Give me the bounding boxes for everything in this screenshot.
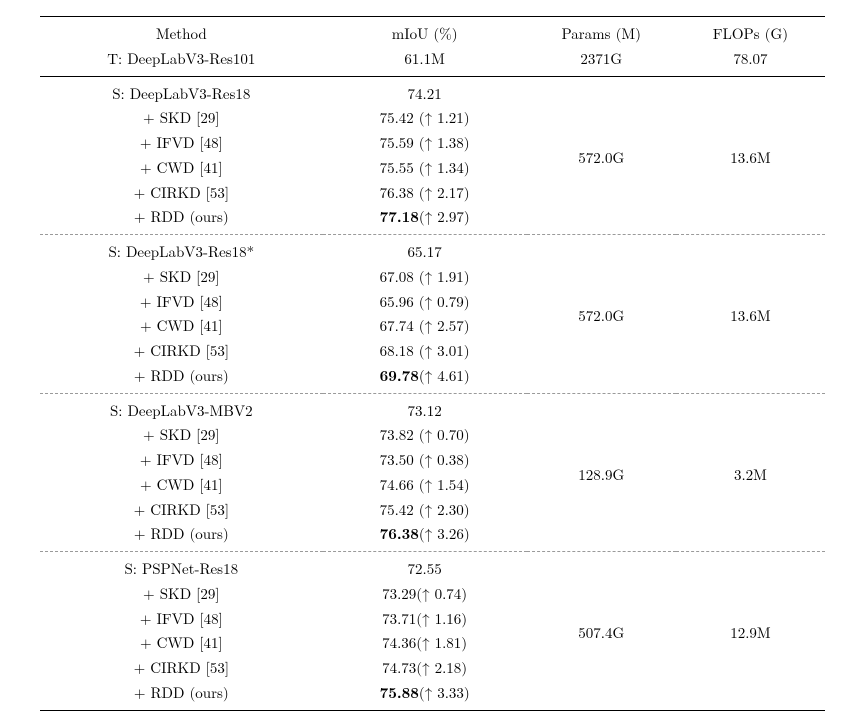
miou-value: 73.12 (323, 393, 527, 423)
method-label: + RDD (ours) (40, 522, 323, 552)
table-row: S: DeepLabV3-Res18*65.17572.0G13.6M (40, 235, 825, 265)
miou-value: 75.88(↑ 3.33) (323, 680, 527, 710)
miou-value: 76.38(↑ 3.26) (323, 522, 527, 552)
results-table-container: Method mIoU (%) Params (M) FLOPs (G) T: … (0, 0, 865, 631)
results-table: Method mIoU (%) Params (M) FLOPs (G) T: … (40, 16, 825, 711)
method-label: + RDD (ours) (40, 205, 323, 235)
method-label: + IFVD [48] (40, 448, 323, 473)
col-miou-header: mIoU (%) (323, 17, 527, 47)
miou-value: 73.71(↑ 1.16) (323, 606, 527, 631)
miou-value: 75.59 (↑ 1.38) (323, 131, 527, 156)
method-label: S: PSPNet-Res18 (40, 552, 323, 582)
method-label: + CWD [41] (40, 631, 323, 656)
miou-bold: 69.78 (380, 365, 419, 386)
col-params-header: Params (M) (527, 17, 676, 47)
miou-bold: 75.88 (380, 682, 419, 703)
flops-value: 3.2M (676, 393, 825, 552)
miou-value: 73.29(↑ 0.74) (323, 581, 527, 606)
method-label: S: DeepLabV3-MBV2 (40, 393, 323, 423)
miou-value: 72.55 (323, 552, 527, 582)
params-value: 572.0G (527, 76, 676, 235)
method-label: + CWD [41] (40, 155, 323, 180)
flops-value: 13.6M (676, 76, 825, 235)
results-body: S: DeepLabV3-Res1874.21572.0G13.6M+ SKD … (40, 76, 825, 710)
method-label: + SKD [29] (40, 581, 323, 606)
method-label: + CWD [41] (40, 314, 323, 339)
method-label: + CIRKD [53] (40, 339, 323, 364)
miou-value: 67.08 (↑ 1.91) (323, 264, 527, 289)
miou-value: 74.66 (↑ 1.54) (323, 472, 527, 497)
method-label: + SKD [29] (40, 264, 323, 289)
miou-value: 77.18(↑ 2.97) (323, 205, 527, 235)
miou-value: 67.74 (↑ 2.57) (323, 314, 527, 339)
params-value: 128.9G (527, 393, 676, 552)
miou-value: 73.50 (↑ 0.38) (323, 448, 527, 473)
teacher-flops: 78.07 (676, 46, 825, 76)
miou-value: 75.42 (↑ 2.30) (323, 497, 527, 522)
miou-value: 69.78(↑ 4.61) (323, 363, 527, 393)
miou-value: 74.36(↑ 1.81) (323, 631, 527, 656)
table-row: S: DeepLabV3-Res1874.21572.0G13.6M (40, 76, 825, 106)
method-label: + IFVD [48] (40, 131, 323, 156)
miou-value: 75.55 (↑ 1.34) (323, 155, 527, 180)
method-label: + CIRKD [53] (40, 497, 323, 522)
teacher-params: 2371G (527, 46, 676, 76)
miou-value: 73.82 (↑ 0.70) (323, 423, 527, 448)
method-label: S: DeepLabV3-Res18* (40, 235, 323, 265)
miou-value: 74.73(↑ 2.18) (323, 656, 527, 681)
method-label: + IFVD [48] (40, 606, 323, 631)
method-label: S: DeepLabV3-Res18 (40, 76, 323, 106)
col-flops-header: FLOPs (G) (676, 17, 825, 47)
flops-value: 13.6M (676, 235, 825, 394)
method-label: + RDD (ours) (40, 680, 323, 710)
miou-value: 68.18 (↑ 3.01) (323, 339, 527, 364)
miou-value: 74.21 (323, 76, 527, 106)
method-label: + CIRKD [53] (40, 656, 323, 681)
miou-bold: 77.18 (380, 206, 419, 227)
miou-value: 65.96 (↑ 0.79) (323, 289, 527, 314)
method-label: + CIRKD [53] (40, 180, 323, 205)
miou-value: 75.42 (↑ 1.21) (323, 106, 527, 131)
teacher-label: T: DeepLabV3-Res101 (40, 46, 323, 76)
teacher-miou: 61.1M (323, 46, 527, 76)
method-label: + CWD [41] (40, 472, 323, 497)
table-row: S: PSPNet-Res1872.55507.4G12.9M (40, 552, 825, 582)
params-value: 572.0G (527, 235, 676, 394)
method-label: + SKD [29] (40, 423, 323, 448)
method-label: + IFVD [48] (40, 289, 323, 314)
table-row: S: DeepLabV3-MBV273.12128.9G3.2M (40, 393, 825, 423)
method-label: + SKD [29] (40, 106, 323, 131)
miou-bold: 76.38 (380, 523, 419, 544)
method-label: + RDD (ours) (40, 363, 323, 393)
miou-value: 76.38 (↑ 2.17) (323, 180, 527, 205)
col-method-header: Method (40, 17, 323, 47)
miou-value: 65.17 (323, 235, 527, 265)
